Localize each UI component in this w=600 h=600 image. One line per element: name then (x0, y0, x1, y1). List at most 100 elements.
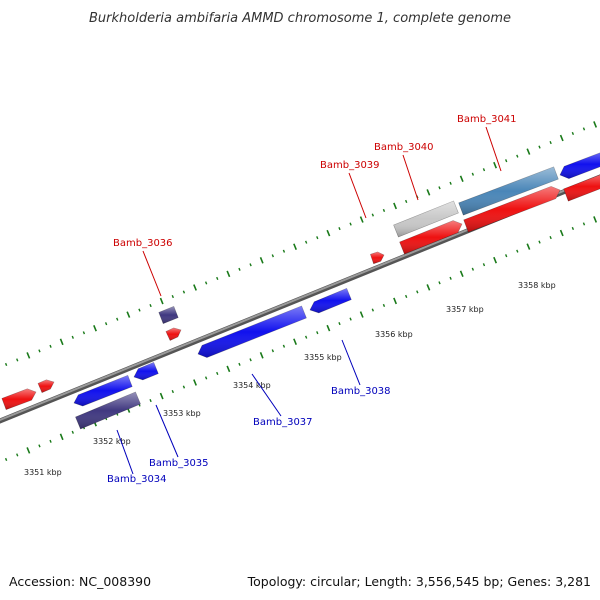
track-tick (559, 229, 564, 237)
gene-label-bamb-3040: Bamb_3040 (374, 142, 434, 153)
track-tick (259, 257, 264, 264)
track-tick (59, 433, 64, 441)
track-tick (16, 358, 19, 362)
track-tick (104, 322, 108, 326)
track-tick (249, 263, 252, 267)
label-leaders (116, 126, 502, 475)
gene-block-bamb-3040 (393, 200, 459, 238)
track-tick (26, 352, 31, 359)
tick-tracks (4, 121, 598, 462)
track-tick (538, 145, 541, 149)
tick-label-3355: 3355 kbp (304, 353, 342, 362)
track-tick (338, 322, 341, 326)
tick-label-3352: 3352 kbp (93, 437, 131, 446)
track-tick (359, 311, 364, 318)
track-tick (449, 181, 452, 185)
track-tick (526, 148, 531, 155)
track-tick (304, 240, 308, 244)
genome-summary-text: Topology: circular; Length: 3,556,545 bp… (247, 574, 591, 589)
gene-label-bamb-3037: Bamb_3037 (253, 417, 313, 428)
track-tick (459, 175, 464, 183)
gene-label-bamb-3041: Bamb_3041 (457, 114, 517, 125)
track-tick (138, 308, 141, 312)
track-tick (293, 338, 297, 345)
track-tick (159, 392, 164, 400)
track-tick (393, 297, 398, 305)
gene-label-bamb-3039: Bamb_3039 (320, 160, 380, 171)
track-tick (359, 216, 364, 223)
track-tick (193, 284, 197, 291)
track-tick (182, 385, 186, 389)
gene-label-bamb-3036: Bamb_3036 (113, 238, 173, 249)
track-tick (426, 189, 431, 196)
track-tick (49, 344, 52, 348)
track-tick (282, 344, 286, 348)
track-tick (449, 276, 452, 280)
track-tick (371, 308, 375, 312)
track-tick (293, 243, 297, 250)
gene-block-bamb-3036 (158, 306, 179, 324)
track-tick (249, 358, 252, 362)
track-tick (382, 303, 386, 308)
tick-label-3351: 3351 kbp (24, 468, 62, 477)
scale-labels: 3351 kbp 3352 kbp 3353 kbp 3354 kbp 3355… (24, 281, 556, 477)
track-tick (349, 222, 352, 226)
gene-arrow-forward (37, 379, 55, 393)
track-tick (459, 270, 464, 278)
track-tick (493, 161, 498, 169)
gene-arrow-bamb-3039 (370, 251, 385, 265)
track-tick (193, 379, 197, 386)
gene-arrow-bamb-3040 (399, 220, 463, 255)
track-tick (204, 376, 208, 380)
track-tick (549, 235, 552, 240)
track-tick (438, 281, 441, 285)
track-tick (349, 317, 352, 321)
track-tick (538, 240, 541, 244)
tick-label-3356: 3356 kbp (375, 330, 413, 339)
track-tick (404, 199, 408, 203)
track-tick (216, 276, 219, 280)
track-tick (493, 256, 498, 264)
track-tick (171, 389, 174, 394)
track-tick (4, 362, 8, 367)
track-tick (59, 338, 64, 346)
track-tick (93, 324, 97, 332)
track-tick (371, 213, 375, 217)
track-tick (505, 159, 508, 163)
track-tick (582, 222, 586, 226)
track-tick (471, 172, 475, 176)
track-tick (4, 457, 8, 462)
track-tick (326, 324, 331, 332)
track-tick (26, 447, 31, 454)
track-tick (238, 362, 241, 366)
track-tick (416, 290, 419, 294)
track-tick (71, 335, 74, 339)
track-tick (582, 127, 586, 131)
track-tick (238, 267, 241, 271)
track-tick (149, 399, 152, 403)
track-tick (216, 371, 219, 375)
track-tick (171, 294, 174, 299)
tick-label-3358: 3358 kbp (518, 281, 556, 290)
track-tick (571, 226, 575, 231)
track-tick (316, 331, 319, 335)
track-tick (482, 263, 486, 267)
track-tick (526, 243, 531, 250)
accession-text: Accession: NC_008390 (9, 574, 152, 589)
track-tick (571, 131, 575, 136)
gene-label-bamb-3035: Bamb_3035 (149, 458, 209, 469)
track-tick (204, 281, 208, 285)
track-tick (16, 453, 19, 457)
track-tick (226, 365, 231, 373)
gene-arrow-bamb-3038 (309, 288, 352, 314)
tick-label-3354: 3354 kbp (233, 381, 271, 390)
track-tick (326, 229, 331, 237)
track-tick (516, 154, 519, 158)
gene-arrow-bamb-3041 (463, 186, 561, 233)
track-tick (271, 349, 274, 353)
gene-arrow-forward (1, 388, 37, 410)
map-title: Burkholderia ambifaria AMMD chromosome 1… (89, 11, 511, 26)
track-tick (316, 236, 319, 240)
gene-arrow-bamb-3035 (73, 375, 133, 407)
